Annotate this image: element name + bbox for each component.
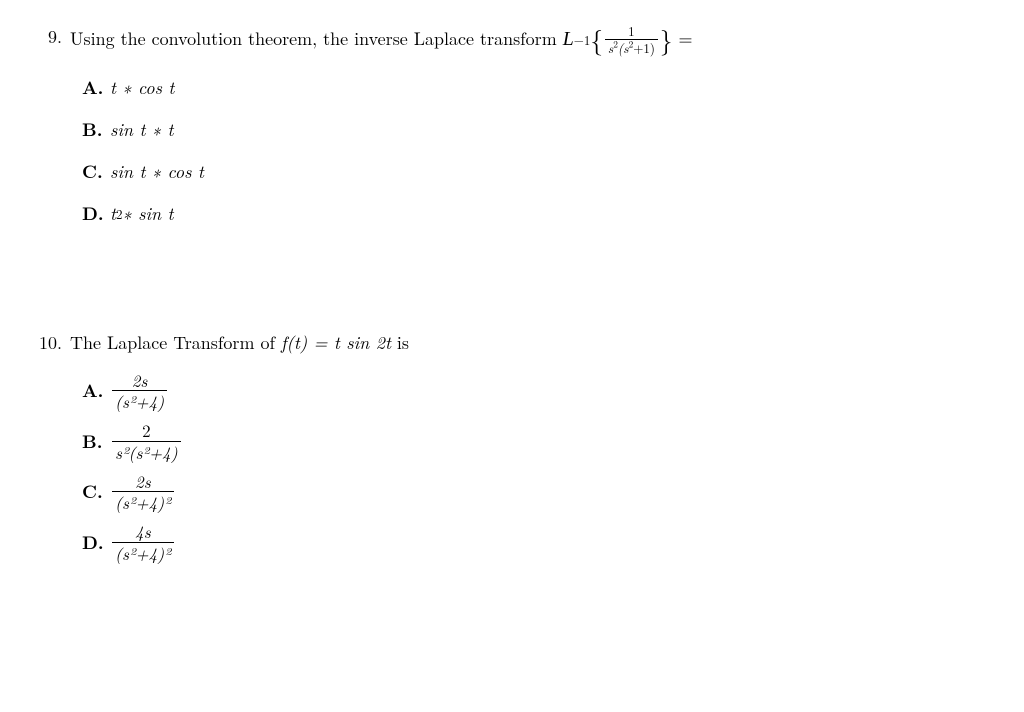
- fraction: 2s (s²+4)²: [112, 472, 174, 512]
- question-10: 10. The Laplace Transform of f(t) = t si…: [28, 330, 996, 573]
- option-label: A.: [82, 378, 110, 403]
- stem-suffix: is: [397, 330, 409, 355]
- option-b: B. sin t ∗ t: [82, 114, 996, 146]
- options-list: A. t ∗ cos t B. sin t ∗ t C. sin t ∗ cos…: [82, 72, 996, 230]
- fraction: 2 s²(s²+4): [112, 421, 181, 461]
- option-content: sin t ∗ cos t: [110, 159, 204, 184]
- option-label: C.: [82, 479, 110, 504]
- denominator: s2(s2+1): [605, 39, 658, 55]
- numerator: 2s: [129, 371, 151, 391]
- option-d: D. 4s (s²+4)²: [82, 522, 996, 562]
- option-content: t2 ∗ sin t: [110, 201, 174, 226]
- option-content: 4s (s²+4)²: [110, 522, 176, 562]
- script-L: L: [563, 26, 574, 54]
- question-body: Using the convolution theorem, the inver…: [70, 24, 996, 240]
- denominator: (s²+4)²: [112, 491, 174, 512]
- function: f(t) = t sin 2t: [281, 330, 391, 355]
- question-body: The Laplace Transform of f(t) = t sin 2t…: [70, 330, 996, 573]
- denominator: s²(s²+4): [112, 441, 181, 462]
- option-content: 2s (s²+4): [110, 371, 169, 411]
- option-content: sin t ∗ t: [110, 117, 174, 142]
- options-list: A. 2s (s²+4) B. 2 s²(s²+4) C: [82, 371, 996, 563]
- question-number: 9.: [28, 24, 70, 49]
- fraction: 4s (s²+4)²: [112, 522, 174, 562]
- question-stem: Using the convolution theorem, the inver…: [70, 24, 996, 56]
- numerator: 4s: [132, 522, 154, 542]
- numerator: 2s: [132, 472, 154, 492]
- laplace-expression: L−1 { 1 s2(s2+1) }: [563, 24, 673, 56]
- fraction: 2s (s²+4): [112, 371, 167, 411]
- option-label: C.: [82, 159, 110, 184]
- denominator: (s²+4)²: [112, 542, 174, 563]
- option-label: B.: [82, 117, 110, 142]
- stem-suffix: =: [679, 26, 693, 51]
- question-stem: The Laplace Transform of f(t) = t sin 2t…: [70, 330, 996, 355]
- option-label: A.: [82, 75, 110, 100]
- option-c: C. 2s (s²+4)²: [82, 472, 996, 512]
- question-number: 10.: [28, 330, 70, 355]
- option-label: D.: [82, 530, 110, 555]
- fraction: 1 s2(s2+1): [605, 24, 658, 56]
- numerator: 2: [139, 421, 154, 441]
- option-content: 2 s²(s²+4): [110, 421, 183, 461]
- question-9: 9. Using the convolution theorem, the in…: [28, 24, 996, 240]
- stem-text: The Laplace Transform of: [70, 330, 281, 355]
- option-a: A. t ∗ cos t: [82, 72, 996, 104]
- option-b: B. 2 s²(s²+4): [82, 421, 996, 461]
- option-label: D.: [82, 201, 110, 226]
- option-content: t ∗ cos t: [110, 75, 174, 100]
- option-a: A. 2s (s²+4): [82, 371, 996, 411]
- denominator: (s²+4): [112, 390, 167, 411]
- option-d: D. t2 ∗ sin t: [82, 198, 996, 230]
- option-c: C. sin t ∗ cos t: [82, 156, 996, 188]
- option-label: B.: [82, 429, 110, 454]
- stem-text: Using the convolution theorem, the inver…: [70, 26, 563, 51]
- option-content: 2s (s²+4)²: [110, 472, 176, 512]
